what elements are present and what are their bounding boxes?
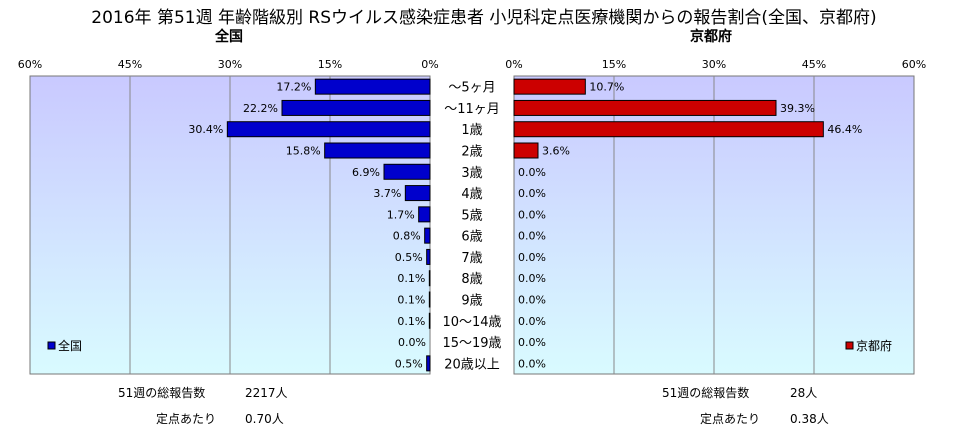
left-value-label: 0.5% bbox=[395, 357, 423, 370]
left-bar bbox=[424, 227, 431, 244]
left-value-label: 0.8% bbox=[393, 230, 421, 243]
category-label: 15～19歳 bbox=[442, 336, 501, 351]
right-value-label: 39.3% bbox=[780, 102, 815, 115]
category-label: 1歳 bbox=[461, 123, 482, 138]
left-value-label: 0.0% bbox=[398, 336, 426, 349]
right-value-label: 0.0% bbox=[518, 251, 546, 264]
category-label: ～5ヶ月 bbox=[448, 81, 495, 96]
category-label: ～11ヶ月 bbox=[444, 102, 500, 117]
left-plot-area: 17.2% 22.2% 30.4% 15.8% 6.9% 3.7% 1.7% 0.8% 0.5%… bbox=[29, 75, 431, 375]
national-per-label: 定点あたり bbox=[156, 412, 217, 426]
left-bar bbox=[428, 312, 431, 329]
category-label: 6歳 bbox=[461, 230, 482, 245]
category-label: 4歳 bbox=[461, 187, 482, 202]
legend-label-kyoto: 京都府 bbox=[856, 338, 892, 353]
left-value-label: 17.2% bbox=[276, 81, 311, 94]
left-value-label: 6.9% bbox=[352, 166, 380, 179]
legends: 全国 京都府 bbox=[47, 338, 892, 353]
left-value-label: 22.2% bbox=[243, 102, 278, 115]
left-value-label: 1.7% bbox=[387, 208, 415, 221]
left-bar bbox=[426, 248, 431, 265]
category-label: 7歳 bbox=[461, 251, 482, 266]
national-total-label: 51週の総報告数 bbox=[118, 386, 206, 400]
left-bar bbox=[428, 270, 431, 287]
right-tick-label: 15% bbox=[601, 58, 627, 71]
left-bar bbox=[281, 99, 431, 116]
legend-label-national: 全国 bbox=[58, 338, 82, 353]
right-value-label: 0.0% bbox=[518, 166, 546, 179]
category-label: 20歳以上 bbox=[444, 357, 500, 372]
left-bar bbox=[314, 78, 431, 95]
right-bar bbox=[513, 78, 586, 95]
right-value-label: 0.0% bbox=[518, 187, 546, 200]
right-value-label: 46.4% bbox=[827, 123, 862, 136]
chart-title: 2016年 第51週 年齢階級別 RSウイルス感染症患者 小児科定点医療機関から… bbox=[91, 8, 877, 28]
category-labels: ～5ヶ月 ～11ヶ月 1歳 2歳 3歳 4歳 5歳 6歳 7歳 8歳 9歳 10～14歳 15～19歳 2… bbox=[442, 81, 501, 373]
category-label: 3歳 bbox=[461, 166, 482, 181]
kyoto-per-value: 0.38人 bbox=[790, 412, 829, 426]
left-bar bbox=[324, 142, 431, 159]
legend-swatch-national bbox=[47, 341, 56, 350]
left-tick-label: 60% bbox=[17, 58, 43, 71]
right-bar bbox=[513, 142, 539, 159]
legend-swatch-kyoto bbox=[845, 341, 854, 350]
left-value-label: 30.4% bbox=[188, 123, 223, 136]
left-value-label: 0.5% bbox=[395, 251, 423, 264]
left-value-label: 15.8% bbox=[286, 145, 321, 158]
right-value-label: 0.0% bbox=[518, 208, 546, 221]
left-tick-label: 0% bbox=[421, 58, 439, 71]
category-label: 10～14歳 bbox=[442, 315, 501, 330]
left-tick-label: 15% bbox=[317, 58, 343, 71]
left-value-label: 3.7% bbox=[373, 187, 401, 200]
kyoto-total-value: 28人 bbox=[790, 386, 818, 400]
left-value-label: 0.1% bbox=[397, 315, 425, 328]
left-tick-label: 45% bbox=[117, 58, 143, 71]
category-label: 9歳 bbox=[461, 294, 482, 309]
right-bar bbox=[513, 99, 777, 116]
category-label: 8歳 bbox=[461, 272, 482, 287]
left-chart-title: 全国 bbox=[215, 29, 243, 45]
category-label: 2歳 bbox=[461, 145, 482, 160]
right-tick-label: 30% bbox=[701, 58, 727, 71]
left-tick-label: 30% bbox=[217, 58, 243, 71]
right-value-label: 3.6% bbox=[542, 145, 570, 158]
left-value-label: 0.1% bbox=[397, 294, 425, 307]
left-bar bbox=[428, 291, 431, 308]
right-tick-label: 60% bbox=[901, 58, 927, 71]
right-value-label: 10.7% bbox=[589, 81, 624, 94]
left-bar bbox=[418, 206, 431, 223]
right-chart-title: 京都府 bbox=[690, 29, 732, 45]
right-value-label: 0.0% bbox=[518, 357, 546, 370]
right-value-label: 0.0% bbox=[518, 230, 546, 243]
right-plot-area: 10.7% 39.3% 46.4% 3.6% 0.0% 0.0% 0.0% 0.0% 0.0% 0… bbox=[513, 75, 915, 375]
right-value-label: 0.0% bbox=[518, 294, 546, 307]
kyoto-total-label: 51週の総報告数 bbox=[662, 386, 750, 400]
right-tick-label: 0% bbox=[505, 58, 523, 71]
kyoto-per-label: 定点あたり bbox=[700, 412, 761, 426]
category-label: 5歳 bbox=[461, 208, 482, 223]
right-bar bbox=[513, 121, 824, 138]
left-bar bbox=[426, 355, 431, 372]
right-tick-label: 45% bbox=[801, 58, 827, 71]
national-total-value: 2217人 bbox=[245, 386, 288, 400]
right-value-label: 0.0% bbox=[518, 336, 546, 349]
left-bar bbox=[383, 163, 431, 180]
right-value-label: 0.0% bbox=[518, 315, 546, 328]
right-value-label: 0.0% bbox=[518, 272, 546, 285]
left-bar bbox=[404, 185, 431, 202]
left-value-label: 0.1% bbox=[397, 272, 425, 285]
national-per-value: 0.70人 bbox=[245, 412, 284, 426]
left-bar bbox=[226, 121, 431, 138]
